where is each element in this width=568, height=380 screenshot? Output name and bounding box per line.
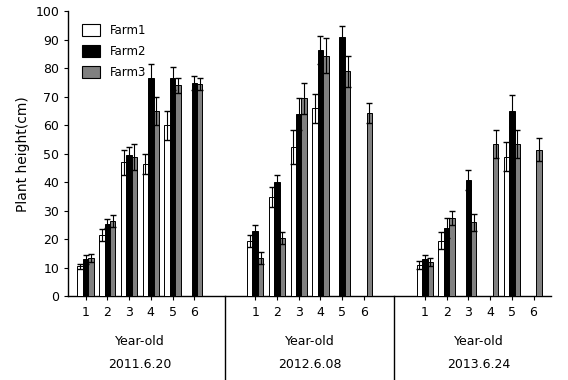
Bar — [176, 86, 181, 296]
Bar — [252, 231, 258, 296]
Bar — [83, 259, 88, 296]
Bar — [105, 224, 110, 296]
Bar — [449, 218, 455, 296]
Bar — [444, 228, 449, 296]
Text: Year-old: Year-old — [115, 335, 165, 348]
Bar — [148, 78, 153, 296]
Bar — [88, 258, 94, 296]
Bar — [191, 82, 197, 296]
Bar — [515, 144, 520, 296]
Y-axis label: Plant height(cm): Plant height(cm) — [16, 96, 30, 212]
Bar — [99, 235, 105, 296]
Bar — [164, 125, 170, 296]
Text: 2011.6.20: 2011.6.20 — [108, 358, 172, 370]
Bar — [121, 163, 126, 296]
Bar — [296, 114, 302, 296]
Bar — [367, 112, 372, 296]
Bar — [269, 197, 274, 296]
Text: 2012.6.08: 2012.6.08 — [278, 358, 341, 370]
Bar — [471, 222, 477, 296]
Text: 2013.6.24: 2013.6.24 — [448, 358, 511, 370]
Bar — [312, 108, 318, 296]
Bar — [197, 84, 202, 296]
Bar — [417, 265, 422, 296]
Bar — [110, 221, 115, 296]
Bar — [345, 71, 350, 296]
Text: Year-old: Year-old — [454, 335, 504, 348]
Bar — [438, 241, 444, 296]
Bar — [143, 164, 148, 296]
Bar — [132, 157, 137, 296]
Bar — [493, 144, 498, 296]
Bar — [509, 111, 515, 296]
Bar — [170, 78, 176, 296]
Bar — [340, 37, 345, 296]
Bar — [279, 238, 285, 296]
Bar — [126, 155, 132, 296]
Bar — [290, 147, 296, 296]
Bar — [536, 150, 542, 296]
Bar — [466, 180, 471, 296]
Bar — [153, 111, 159, 296]
Bar — [302, 98, 307, 296]
Bar — [428, 262, 433, 296]
Text: Year-old: Year-old — [285, 335, 335, 348]
Bar — [504, 157, 509, 296]
Bar — [247, 241, 252, 296]
Bar — [274, 182, 279, 296]
Bar — [318, 50, 323, 296]
Legend: Farm1, Farm2, Farm3: Farm1, Farm2, Farm3 — [79, 20, 149, 83]
Bar — [323, 55, 329, 296]
Bar — [422, 259, 428, 296]
Bar — [258, 258, 264, 296]
Bar — [77, 266, 83, 296]
